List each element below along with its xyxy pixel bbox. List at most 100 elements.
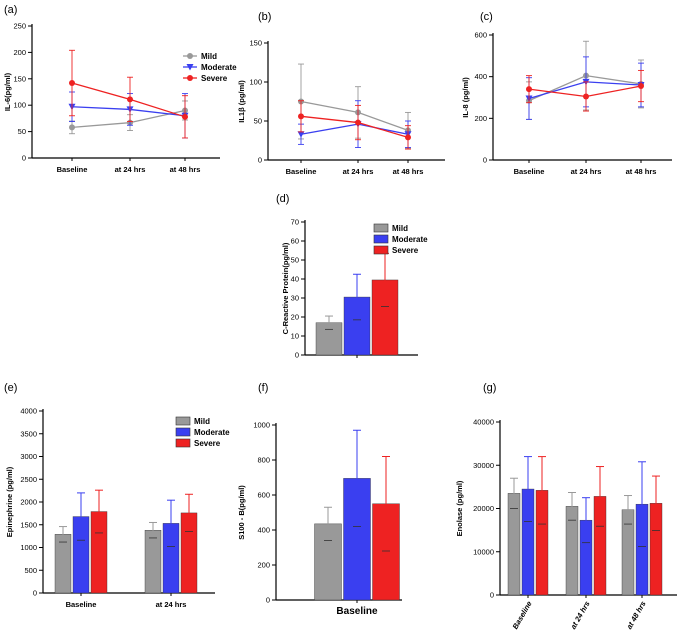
y-tick-label: 50 [18, 127, 26, 136]
legend-swatch-severe [175, 438, 191, 448]
x-tick-label: at 24 hrs [343, 167, 374, 176]
legend-swatch-mild [373, 223, 389, 233]
bar-mild [315, 322, 343, 356]
legend-label-severe: Severe [201, 74, 228, 83]
bar-mild [144, 530, 162, 594]
y-tick-label: 3500 [20, 429, 37, 438]
x-tick-label: Baseline [336, 606, 378, 617]
y-axis-label: IL-6(pg/ml) [3, 72, 12, 111]
y-tick-label: 10 [291, 332, 299, 341]
y-tick-label: 0 [266, 596, 270, 605]
chart-panel-a: (a) 0 50 100 150 200 250 IL-6(pg/ml) Baseline at … [3, 4, 237, 174]
y-tick-label: 0 [295, 351, 299, 360]
data-point-severe [355, 119, 361, 126]
x-tick-label: at 24 hrs [156, 600, 187, 609]
x-tick-label: at 48 hrs [626, 167, 657, 176]
legend-marker-severe [187, 75, 193, 81]
y-tick-label: 4000 [20, 407, 37, 416]
data-point-severe [69, 80, 75, 87]
data-point-mild [69, 124, 75, 131]
y-tick-label: 60 [291, 237, 299, 246]
legend-label-mild: Mild [201, 52, 217, 61]
y-axis-label: IL-8 (pg/ml) [461, 77, 470, 118]
data-point-severe [182, 113, 188, 120]
chart-panel-b: (b) 0 50 100 150 IL1β (pg/ml) Baseline at 24 hr… [237, 11, 445, 176]
legend-swatch-mild [175, 416, 191, 426]
data-point-severe [127, 96, 133, 103]
data-point-severe [638, 83, 644, 90]
chart-panel-e: (e) 0 500 1000 1500 2000 2500 3000 3500 4000 Epine… [4, 382, 230, 609]
y-tick-label: 500 [24, 566, 37, 575]
panel-label: (d) [276, 193, 289, 205]
data-point-severe [526, 86, 532, 93]
y-axis-label: IL1β (pg/ml) [237, 80, 246, 123]
panel-label: (a) [4, 4, 17, 16]
y-tick-label: 150 [13, 74, 26, 83]
series-line-severe [300, 115, 409, 139]
x-tick-label: at 24 hrs [569, 600, 592, 631]
x-tick-label: Baseline [514, 167, 545, 176]
legend-swatch-severe [373, 245, 389, 255]
x-tick-label: Baseline [66, 600, 97, 609]
y-tick-label: 200 [474, 114, 487, 123]
y-tick-label: 3000 [20, 452, 37, 461]
y-tick-label: 800 [257, 456, 270, 465]
legend-marker-moderate [186, 64, 194, 71]
y-tick-label: 200 [257, 561, 270, 570]
y-tick-label: 1500 [20, 520, 37, 529]
y-axis-label: C-Reactive Protein(pg/ml) [281, 242, 290, 334]
y-tick-label: 400 [257, 526, 270, 535]
panel-label: (g) [483, 382, 496, 394]
data-point-severe [405, 134, 411, 141]
y-tick-label: 1000 [253, 421, 270, 430]
y-tick-label: 50 [254, 117, 262, 126]
bar-mild [54, 534, 72, 594]
y-tick-label: 1000 [20, 543, 37, 552]
y-tick-label: 600 [257, 491, 270, 500]
y-tick-label: 2500 [20, 475, 37, 484]
y-axis-label: Epinephrine (pg/ml) [5, 466, 14, 537]
chart-panel-g: (g) 0 10000 20000 30000 40000 Enolase (pg/ml) B… [455, 382, 677, 631]
y-tick-label: 400 [474, 72, 487, 81]
y-tick-label: 100 [13, 101, 26, 110]
y-tick-label: 600 [474, 31, 487, 40]
legend-label-moderate: Moderate [194, 428, 230, 437]
legend-label-mild: Mild [194, 417, 210, 426]
panel-label: (c) [480, 11, 493, 23]
y-tick-label: 40000 [473, 418, 494, 427]
y-tick-label: 100 [249, 78, 262, 87]
legend-label-moderate: Moderate [392, 235, 428, 244]
y-tick-label: 50 [291, 256, 299, 265]
x-tick-label: at 48 hrs [393, 167, 424, 176]
y-tick-label: 0 [483, 156, 487, 165]
y-tick-label: 200 [13, 48, 26, 57]
legend-label-mild: Mild [392, 224, 408, 233]
y-tick-label: 30 [291, 294, 299, 303]
y-axis-label: Enolase (pg/ml) [455, 480, 464, 536]
data-point-moderate [297, 131, 305, 138]
x-tick-label: at 48 hrs [170, 165, 201, 174]
y-tick-label: 10000 [473, 547, 494, 556]
y-tick-label: 0 [33, 589, 37, 598]
y-axis-label: S100 - B(pg/ml) [237, 485, 246, 540]
chart-panel-d: (d) 0 10 20 30 40 50 60 70 C-Reactive Protein(pg/… [276, 193, 428, 360]
y-tick-label: 0 [22, 154, 26, 163]
y-tick-label: 2000 [20, 498, 37, 507]
y-tick-label: 30000 [473, 461, 494, 470]
y-tick-label: 70 [291, 218, 299, 227]
y-tick-label: 150 [249, 39, 262, 48]
legend-label-severe: Severe [392, 246, 419, 255]
y-tick-label: 20 [291, 313, 299, 322]
legend-label-moderate: Moderate [201, 63, 237, 72]
x-tick-label: Baseline [511, 600, 534, 631]
legend-swatch-moderate [175, 427, 191, 437]
series-line-mild [300, 100, 409, 131]
panel-label: (b) [258, 11, 271, 23]
x-tick-label: at 24 hrs [571, 167, 602, 176]
data-point-severe [583, 93, 589, 100]
x-tick-label: at 48 hrs [625, 600, 648, 631]
y-tick-label: 40 [291, 275, 299, 284]
panel-label: (e) [4, 382, 17, 394]
legend-swatch-moderate [373, 234, 389, 244]
x-tick-label: Baseline [286, 167, 317, 176]
